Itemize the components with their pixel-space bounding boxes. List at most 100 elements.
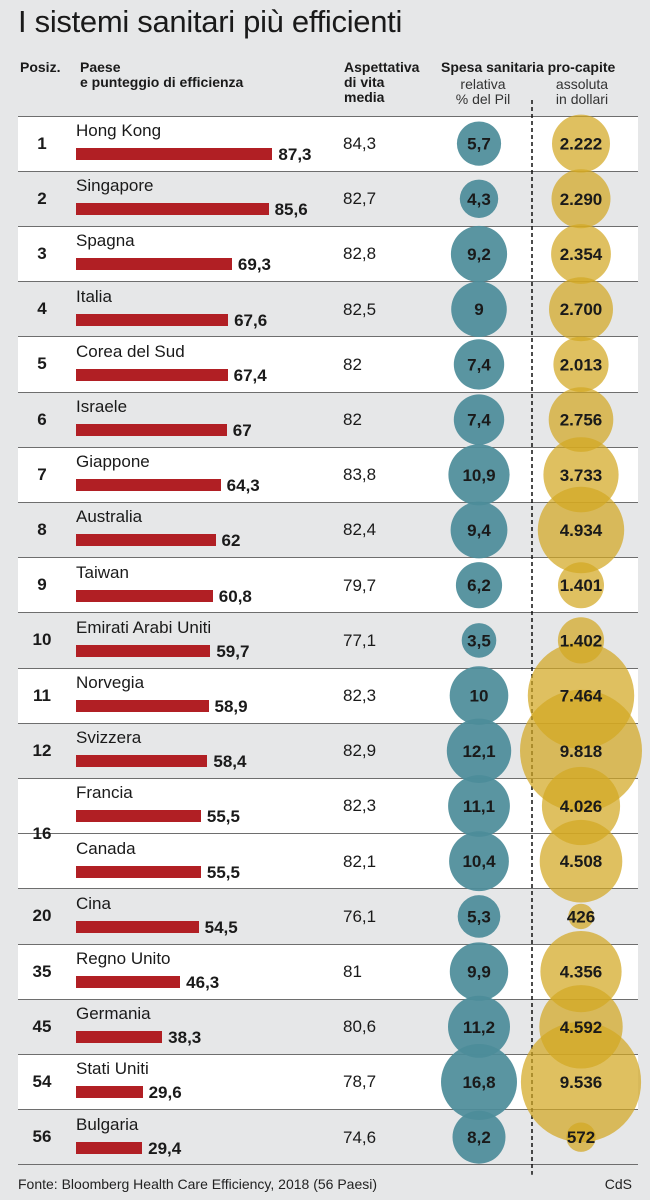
dollar-spend-bubble (537, 486, 625, 574)
country-name: Bulgaria (76, 1114, 139, 1134)
rank-label: 54 (32, 1072, 52, 1091)
dollar-spend-label: 4.026 (560, 797, 603, 816)
rank-label: 11 (33, 685, 51, 705)
life-expectancy: 78,7 (343, 1072, 377, 1092)
efficiency-score: 54,5 (204, 917, 238, 937)
gdp-share-label: 5,7 (467, 135, 491, 154)
chart-title: I sistemi sanitari più efficienti (18, 4, 403, 39)
gdp-share-bubble (455, 562, 503, 609)
efficiency-score: 69,3 (237, 255, 272, 275)
dollar-spend-label: 1.401 (560, 576, 603, 595)
gdp-share-bubble (452, 1110, 506, 1164)
efficiency-score: 55,5 (206, 807, 240, 827)
life-expectancy: 76,1 (343, 906, 377, 926)
row-divider (18, 1109, 638, 1111)
row-divider (18, 225, 638, 227)
row-background (18, 226, 638, 282)
rank-label: 2 (37, 188, 47, 208)
efficiency-bar (76, 203, 269, 216)
header-life-expectancy: Aspettativa di vita media (344, 59, 420, 105)
dollar-spend-label: 426 (567, 907, 595, 926)
dollar-spend-label: 2.700 (560, 300, 603, 319)
country-name: Giappone (76, 452, 150, 472)
country-name: Singapore (76, 176, 154, 196)
row-divider (18, 170, 638, 172)
life-expectancy: 82,3 (343, 796, 377, 816)
row-divider (18, 391, 638, 393)
dollar-spend-bubble (558, 562, 604, 609)
gdp-share-label: 4,3 (467, 190, 491, 209)
dollar-spend-bubble (520, 689, 642, 812)
row-divider (18, 557, 638, 559)
rank-label: 12 (32, 740, 52, 760)
gdp-share-bubble (456, 121, 502, 166)
efficiency-score: 29,6 (148, 1083, 182, 1103)
gdp-share-bubble (448, 444, 510, 506)
efficiency-score: 64,3 (226, 476, 260, 496)
efficiency-bar (76, 534, 216, 547)
efficiency-score: 58,9 (214, 697, 248, 716)
gdp-share-label: 10,9 (462, 466, 495, 485)
efficiency-bar (76, 148, 273, 160)
dollar-spend-bubble (566, 1122, 596, 1152)
life-expectancy: 81 (343, 962, 362, 981)
rank-label: 45 (32, 1016, 52, 1036)
gdp-share-bubble (453, 339, 505, 390)
gdp-share-label: 7,4 (467, 411, 491, 430)
efficiency-score: 46,3 (186, 973, 220, 992)
dollar-spend-label: 2.290 (560, 190, 603, 209)
rank-label: 20 (32, 906, 52, 926)
rank-label: 3 (37, 244, 47, 263)
gdp-share-label: 7,4 (467, 355, 491, 374)
country-name: Germania (76, 1004, 151, 1024)
row-divider (18, 115, 638, 117)
rank-label: 56 (32, 1127, 52, 1147)
gdp-share-label: 9,9 (467, 963, 491, 982)
credit: CdS (604, 1176, 632, 1192)
efficiency-bar (76, 644, 211, 657)
country-name: Stati Uniti (76, 1059, 149, 1079)
country-name: Norvegia (76, 673, 145, 692)
efficiency-bar (76, 479, 221, 492)
country-name: Svizzera (76, 728, 142, 748)
efficiency-bar (76, 313, 229, 326)
source-note: Fonte: Bloomberg Health Care Efficiency,… (18, 1176, 378, 1192)
efficiency-bar (76, 258, 232, 271)
dollar-spend-bubble (553, 336, 609, 392)
gdp-share-label: 6,2 (467, 576, 491, 595)
efficiency-score: 67 (232, 421, 252, 440)
gdp-share-bubble (448, 995, 510, 1058)
row-divider (18, 336, 638, 338)
row-background (18, 116, 638, 172)
country-name: Australia (76, 507, 143, 527)
efficiency-bar (76, 700, 209, 712)
gdp-share-label: 9,2 (467, 245, 491, 264)
dollar-spend-label: 2.222 (560, 135, 603, 154)
gdp-share-label: 11,1 (463, 797, 495, 816)
efficiency-score: 59,7 (216, 641, 250, 661)
life-expectancy: 82,4 (343, 520, 377, 540)
efficiency-bar (76, 976, 181, 988)
gdp-share-label: 9 (474, 300, 483, 319)
row-background (18, 557, 638, 613)
efficiency-score: 58,4 (213, 752, 247, 772)
rank-label: 4 (37, 299, 47, 319)
gdp-share-bubble (453, 394, 505, 445)
efficiency-score: 67,4 (233, 365, 267, 385)
life-expectancy: 74,6 (343, 1127, 377, 1147)
row-background (18, 336, 638, 392)
efficiency-bar (76, 865, 201, 878)
dollar-spend-label: 9.818 (560, 742, 603, 761)
life-expectancy: 82,7 (343, 189, 377, 209)
header-relative: relativa % del Pil (455, 76, 511, 107)
row-background (18, 888, 638, 944)
gdp-share-label: 8,2 (467, 1128, 491, 1147)
efficiency-bar (76, 1141, 143, 1154)
dollar-spend-bubble (551, 224, 611, 284)
dollar-spend-bubble (552, 114, 610, 173)
row-divider (18, 722, 638, 724)
dollar-spend-bubble (551, 169, 611, 229)
country-name: Israele (76, 397, 128, 416)
row-divider (18, 1053, 638, 1055)
